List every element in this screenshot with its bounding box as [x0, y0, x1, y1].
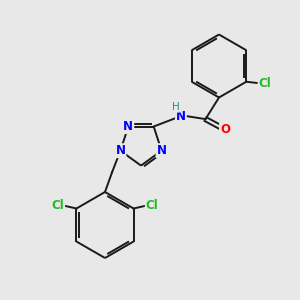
Text: Cl: Cl [146, 199, 159, 212]
Text: N: N [157, 144, 166, 157]
Text: N: N [176, 110, 186, 123]
Text: Cl: Cl [51, 199, 64, 212]
Text: N: N [116, 144, 125, 157]
Text: N: N [123, 120, 133, 133]
Text: Cl: Cl [259, 77, 271, 90]
Text: O: O [220, 123, 230, 136]
Text: H: H [172, 102, 179, 112]
